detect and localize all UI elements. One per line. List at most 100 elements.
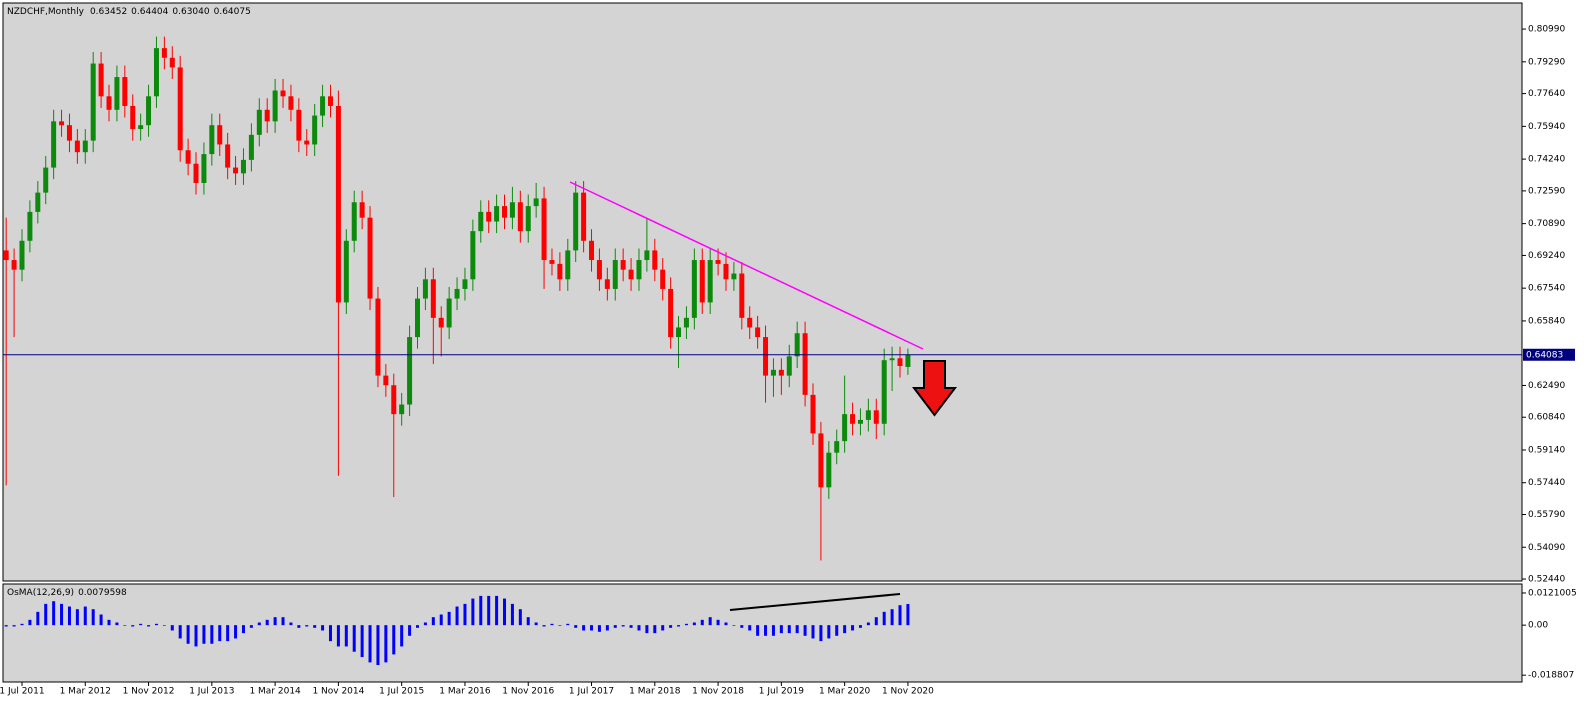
candle-body (185, 150, 191, 164)
candle-body (161, 48, 167, 58)
x-tick-label: 1 Nov 2018 (692, 687, 744, 697)
candle-body (74, 140, 80, 153)
osma-bar (645, 625, 649, 634)
osma-bar (115, 622, 119, 626)
osma-bar (439, 614, 443, 626)
osma-bar (629, 625, 633, 628)
candle-body (35, 192, 41, 212)
y-tick-label: 0.79290 (1528, 57, 1565, 67)
candle-body (770, 369, 776, 376)
trendline (729, 593, 901, 611)
osma-bar (178, 625, 182, 639)
candle-body (502, 206, 508, 218)
osma-bar (827, 625, 831, 639)
candle-body (177, 67, 183, 151)
y-tick-label: 0.59140 (1528, 445, 1565, 455)
osma-bar (613, 625, 617, 628)
candle-body (589, 240, 595, 261)
candle-body (82, 140, 88, 153)
osma-bar (297, 625, 301, 628)
candle-body (11, 260, 17, 270)
osma-bar (36, 611, 40, 626)
trendline (569, 181, 924, 350)
osma-bar (400, 625, 404, 647)
osma-bar (28, 619, 32, 626)
x-tick-label: 1 Nov 2020 (882, 687, 934, 697)
candle-body (193, 163, 199, 183)
candle-body (351, 202, 357, 241)
osma-bar (874, 617, 878, 626)
candle-body (509, 202, 515, 218)
x-tick-label: 1 Mar 2012 (60, 687, 111, 697)
osma-bar (328, 625, 332, 642)
osma-bar (661, 625, 665, 631)
x-tick-label: 1 Mar 2018 (629, 687, 681, 697)
osma-bar (732, 625, 736, 626)
candle-body (786, 356, 792, 376)
osma-bar (170, 625, 174, 631)
osma-bar (724, 622, 728, 626)
osma-bar (344, 625, 348, 647)
y-tick-label: 0.80990 (1528, 25, 1565, 35)
osma-bar (4, 625, 8, 627)
osma-bar (811, 625, 815, 639)
candle-body (422, 279, 428, 299)
candle-body (391, 385, 397, 415)
osma-bar (566, 623, 570, 626)
candle-body (628, 269, 634, 280)
osma-bar (249, 625, 253, 628)
y2-tick-label: 0.00 (1528, 621, 1548, 631)
header-value: 0.63452 (90, 7, 127, 17)
osma-bar (44, 603, 48, 626)
candle-body (264, 109, 270, 122)
osma-bar (835, 625, 839, 636)
candle-body (415, 298, 420, 338)
candle-body (98, 63, 104, 97)
candle-body (802, 333, 808, 395)
candle-body (865, 410, 871, 420)
osma-bar (771, 625, 775, 636)
osma-bar (392, 625, 396, 655)
y-tick-label: 0.54090 (1528, 543, 1565, 553)
y-tick-label: 0.75940 (1528, 122, 1565, 132)
candle-body (280, 90, 286, 97)
candle-body (857, 419, 863, 424)
osma-bar (241, 625, 245, 634)
candle-body (834, 441, 840, 453)
osma-bar (495, 595, 499, 626)
price-label-box (1523, 348, 1575, 361)
osma-bar (52, 601, 56, 626)
candle-body (233, 167, 239, 174)
candle-body (43, 167, 49, 193)
y-tick-label: 0.70890 (1528, 219, 1565, 229)
candle-body (478, 211, 484, 232)
osma-bar (12, 625, 16, 627)
y-tick-label: 0.55790 (1528, 510, 1565, 520)
candle-body (327, 96, 333, 106)
osma-bar (787, 625, 791, 634)
candle-body (596, 260, 602, 280)
osma-bar (368, 625, 372, 663)
osma-bar (305, 625, 309, 627)
candle-body (850, 414, 856, 424)
candle-body (826, 452, 832, 488)
osma-bar (408, 625, 412, 636)
candle-body (731, 273, 737, 280)
header-value: 0.64404 (131, 7, 168, 17)
osma-bar (360, 625, 364, 658)
candle-body (683, 317, 689, 328)
x-tick-label: 1 Nov 2016 (502, 687, 554, 697)
candle-body (604, 279, 610, 289)
candle-body (541, 198, 547, 261)
osma-bar (605, 625, 609, 631)
candle-body (272, 90, 278, 122)
y-tick-label: 0.77640 (1528, 89, 1565, 99)
candle-body (676, 327, 682, 338)
candle-body (90, 63, 96, 141)
osma-bar (281, 617, 285, 626)
osma-bar (843, 625, 847, 634)
candle-body (660, 269, 666, 289)
candle-body (763, 337, 769, 376)
candle-body (122, 77, 128, 106)
price-label: 0.64083 (1526, 350, 1563, 360)
